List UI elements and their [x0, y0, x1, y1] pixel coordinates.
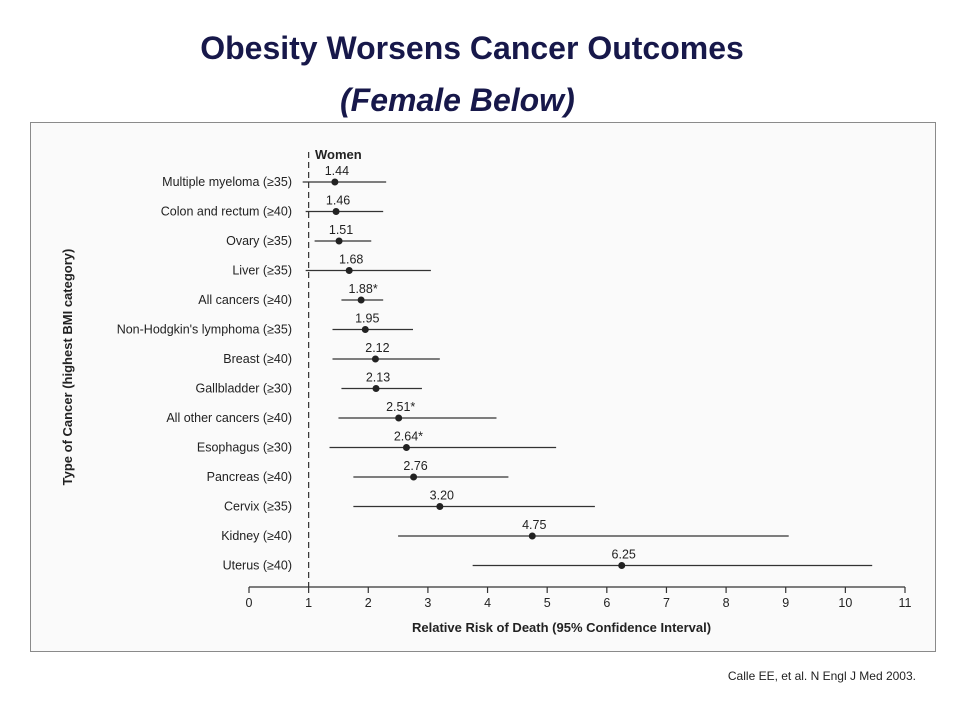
row-label: Multiple myeloma (≥35) — [162, 175, 292, 189]
x-tick-label: 3 — [424, 596, 431, 610]
forest-rows: Multiple myeloma (≥35) 1.44 Colon and rect… — [117, 152, 873, 587]
value-label: 6.25 — [612, 548, 636, 562]
value-label: 1.88* — [349, 282, 378, 296]
value-label: 3.20 — [430, 489, 454, 503]
estimate-point — [345, 267, 353, 274]
panel-label: Women — [315, 147, 362, 162]
estimate-point — [357, 296, 365, 304]
citation: Calle EE, et al. N Engl J Med 2003. — [727, 669, 916, 683]
x-tick-label: 5 — [544, 596, 551, 610]
value-label: 2.12 — [365, 341, 389, 355]
value-label: 1.51 — [329, 223, 353, 237]
x-axis-label: Relative Risk of Death (95% Confidence I… — [412, 620, 711, 635]
estimate-point — [371, 355, 379, 363]
value-label: 1.68 — [339, 253, 363, 267]
row-label: Gallbladder (≥30) — [196, 382, 293, 396]
y-axis-label: Type of Cancer (highest BMI category) — [60, 249, 75, 486]
estimate-point — [331, 178, 339, 186]
estimate-point — [618, 562, 626, 569]
row-label: Cervix (≥35) — [224, 500, 292, 514]
row-label: Liver (≥35) — [232, 264, 292, 278]
row-label: All other cancers (≥40) — [166, 411, 292, 425]
value-label: 4.75 — [522, 518, 546, 532]
estimate-point — [436, 503, 444, 510]
row-label: Kidney (≥40) — [221, 529, 292, 543]
estimate-point — [528, 532, 536, 540]
value-label: 1.46 — [326, 194, 350, 208]
row-label: Esophagus (≥30) — [197, 441, 292, 455]
x-tick-label: 2 — [365, 596, 372, 610]
value-label: 2.51* — [386, 400, 415, 414]
x-tick-label: 1 — [305, 596, 312, 610]
x-tick-label: 11 — [899, 596, 912, 610]
estimate-point — [335, 237, 343, 245]
row-label: Non-Hodgkin's lymphoma (≥35) — [117, 323, 292, 337]
x-tick-label: 4 — [484, 596, 491, 610]
x-tick-label: 10 — [838, 596, 852, 610]
x-axis: 0 1 2 3 4 5 6 7 8 9 10 11 — [246, 586, 912, 610]
slide-subtitle: (Female Below) — [340, 82, 575, 118]
x-tick-label: 7 — [663, 596, 670, 610]
chart-frame — [30, 122, 936, 652]
row-label: Breast (≥40) — [223, 352, 292, 366]
row-label: All cancers (≥40) — [198, 293, 292, 307]
x-tick-label: 9 — [782, 596, 789, 610]
estimate-point — [372, 385, 380, 392]
estimate-point — [402, 444, 410, 451]
value-label: 1.44 — [325, 164, 349, 178]
row-label: Pancreas (≥40) — [207, 470, 292, 484]
forest-plot: Women Multiple myeloma (≥35) 1.44 Colon an… — [60, 147, 912, 635]
row-label: Uterus (≥40) — [223, 559, 292, 573]
estimate-point — [410, 473, 418, 481]
estimate-point — [361, 326, 369, 333]
x-tick-label: 6 — [603, 596, 610, 610]
value-label: 2.76 — [403, 459, 427, 473]
estimate-point — [332, 208, 340, 215]
value-label: 1.95 — [355, 312, 379, 326]
value-label: 2.64* — [394, 430, 423, 444]
value-label: 2.13 — [366, 371, 390, 385]
x-tick-label: 8 — [723, 596, 730, 610]
estimate-point — [395, 414, 403, 422]
slide-title: Obesity Worsens Cancer Outcomes — [200, 30, 744, 66]
row-label: Ovary (≥35) — [226, 234, 292, 248]
x-tick-label: 0 — [246, 596, 253, 610]
row-label: Colon and rectum (≥40) — [161, 205, 292, 219]
